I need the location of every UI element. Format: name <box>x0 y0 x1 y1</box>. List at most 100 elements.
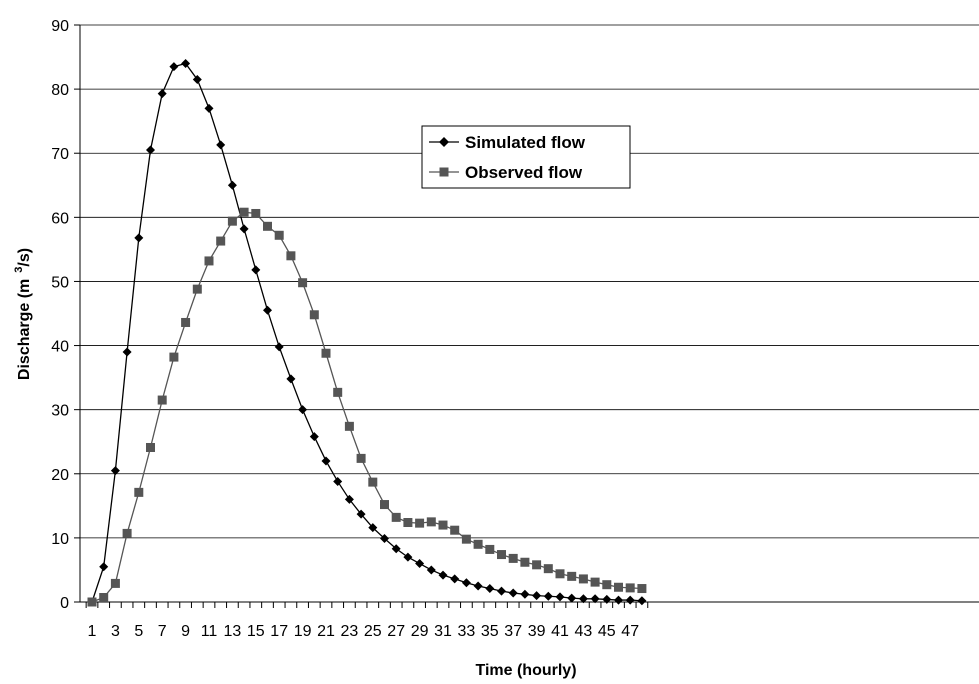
legend-marker-square <box>439 167 449 177</box>
data-point <box>426 517 436 527</box>
data-point <box>590 577 600 587</box>
data-point <box>169 352 179 362</box>
x-tick-label: 9 <box>181 623 190 640</box>
data-point <box>368 477 378 487</box>
data-point <box>321 348 331 358</box>
data-point <box>590 594 600 604</box>
data-point <box>461 578 471 588</box>
legend-marker-diamond <box>439 137 449 147</box>
data-point <box>403 518 413 528</box>
y-axis-title-unit: /s) <box>16 248 33 267</box>
data-point <box>134 487 144 497</box>
data-point <box>368 523 378 533</box>
data-point <box>555 592 565 602</box>
data-point <box>333 387 343 397</box>
y-axis-title: Discharge (m 3/s) <box>13 248 33 380</box>
data-point <box>110 578 120 588</box>
data-point <box>543 564 553 574</box>
series-simulated <box>87 58 647 607</box>
data-point <box>438 520 448 530</box>
series-group <box>87 58 647 607</box>
data-point <box>192 74 202 84</box>
legend: Simulated flow Observed flow <box>421 125 631 189</box>
x-tick-label: 13 <box>224 623 242 640</box>
data-point <box>473 581 483 591</box>
data-point <box>508 553 518 563</box>
y-tick-label: 80 <box>51 82 69 99</box>
data-point <box>485 584 495 594</box>
x-tick-label: 17 <box>270 623 288 640</box>
series-observed <box>87 207 647 607</box>
y-tick-label: 50 <box>51 274 69 291</box>
data-point <box>169 62 179 72</box>
x-tick-label: 21 <box>317 623 335 640</box>
data-point <box>567 593 577 603</box>
data-point <box>380 500 389 510</box>
data-point <box>286 374 296 384</box>
data-point <box>286 251 296 261</box>
x-tick-label: 5 <box>134 623 143 640</box>
data-point <box>298 278 308 288</box>
data-point <box>485 544 495 554</box>
data-point <box>461 534 471 544</box>
data-point <box>239 207 249 217</box>
data-point <box>263 305 272 315</box>
x-tick-label: 33 <box>458 623 476 640</box>
data-point <box>110 466 120 476</box>
series-line <box>91 211 642 603</box>
data-point <box>321 456 331 466</box>
data-point <box>99 562 109 572</box>
x-tick-label: 45 <box>598 623 616 640</box>
data-point <box>450 525 460 535</box>
legend-label-observed: Observed flow <box>465 163 583 182</box>
data-point <box>239 224 249 234</box>
y-tick-label: 60 <box>51 210 69 227</box>
data-point <box>204 256 214 266</box>
data-point <box>578 574 588 584</box>
data-point <box>602 594 612 604</box>
data-point <box>181 317 191 327</box>
y-tick-label: 10 <box>51 531 69 548</box>
data-point <box>637 584 647 594</box>
x-tick-label: 27 <box>387 623 405 640</box>
legend-item-observed: Observed flow <box>429 163 583 182</box>
data-point <box>532 560 542 570</box>
data-point <box>637 596 647 606</box>
data-point <box>520 557 530 567</box>
data-point <box>532 591 542 601</box>
data-point <box>497 550 506 560</box>
y-tick-label: 30 <box>51 403 69 420</box>
data-point <box>251 265 261 275</box>
x-tick-label: 43 <box>575 623 593 640</box>
data-point <box>625 583 635 593</box>
x-axis-title: Time (hourly) <box>475 662 576 679</box>
data-point <box>146 145 155 155</box>
data-point <box>344 421 354 431</box>
x-tick-label: 31 <box>434 623 452 640</box>
data-point <box>497 586 506 596</box>
data-point <box>274 342 284 352</box>
data-point <box>216 236 226 246</box>
data-point <box>263 221 272 231</box>
x-tick-label: 23 <box>341 623 359 640</box>
data-point <box>356 453 366 463</box>
y-tick-label: 40 <box>51 339 69 356</box>
x-tick-label: 11 <box>201 623 218 640</box>
legend-box <box>421 125 631 189</box>
data-point <box>578 594 588 604</box>
y-tick-label: 90 <box>51 18 69 35</box>
data-point <box>391 544 401 554</box>
x-tick-label: 3 <box>111 623 120 640</box>
data-point <box>380 534 389 544</box>
x-tick-label: 39 <box>528 623 546 640</box>
y-tick-label: 20 <box>51 467 69 484</box>
data-point <box>87 597 97 607</box>
data-point <box>146 442 155 452</box>
data-point <box>216 140 226 150</box>
x-tick-label: 37 <box>504 623 522 640</box>
axes <box>74 24 979 608</box>
data-point <box>403 552 413 562</box>
data-point <box>614 595 623 605</box>
x-tick-label: 19 <box>294 623 312 640</box>
data-point <box>181 58 191 68</box>
